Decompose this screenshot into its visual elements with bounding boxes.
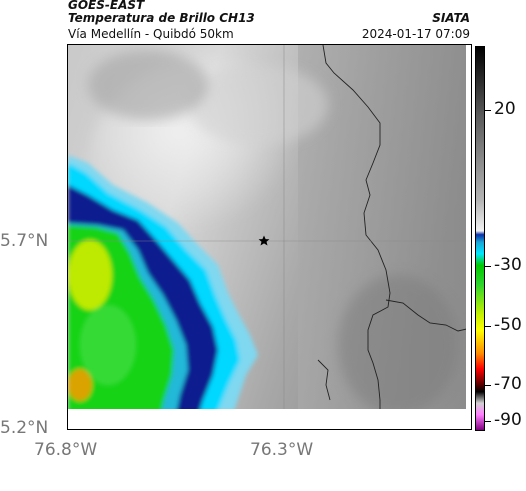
lat-tick-label: 5.7°N <box>0 231 49 251</box>
lon-tick-label: 76.3°W <box>250 440 314 460</box>
subtitle: Vía Medellín - Quibdó 50km <box>68 27 234 41</box>
colorbar-tick <box>485 326 491 327</box>
product-title: Temperatura de Brillo CH13 <box>68 11 255 25</box>
timestamp: 2024-01-17 07:09 <box>361 27 470 41</box>
map-canvas <box>68 45 471 429</box>
colorbar-tick <box>485 110 491 111</box>
admin-border <box>322 45 391 429</box>
colorbar-label: -90 <box>494 410 522 430</box>
agency-label: SIATA <box>432 11 470 25</box>
colorbar <box>475 46 485 431</box>
satellite-map[interactable] <box>67 44 472 430</box>
colorbar-tick <box>485 421 491 422</box>
lat-tick-label: 5.2°N <box>0 418 49 438</box>
admin-border <box>385 299 471 332</box>
lon-tick-label: 76.8°W <box>34 440 98 460</box>
colorbar-label: -50 <box>494 315 522 335</box>
cloud-core-yellow <box>68 240 112 310</box>
star-icon <box>258 235 270 246</box>
colorbar-tick <box>485 385 491 386</box>
colorbar-label: -70 <box>494 374 522 394</box>
colorbar-label: 20 <box>494 99 516 119</box>
satellite-title: GOES-EAST <box>68 0 145 12</box>
colorbar-label: -30 <box>494 255 522 275</box>
colorbar-tick <box>485 266 491 267</box>
admin-border <box>317 359 331 401</box>
